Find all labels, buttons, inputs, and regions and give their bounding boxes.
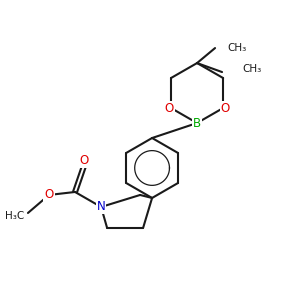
Text: B: B: [193, 116, 201, 130]
Text: O: O: [80, 154, 89, 167]
Text: H₃C: H₃C: [5, 211, 24, 221]
Text: O: O: [220, 101, 230, 115]
Text: O: O: [164, 101, 174, 115]
Text: O: O: [44, 188, 54, 202]
Text: N: N: [97, 200, 106, 214]
Text: CH₃: CH₃: [227, 43, 246, 53]
Text: CH₃: CH₃: [242, 64, 261, 74]
